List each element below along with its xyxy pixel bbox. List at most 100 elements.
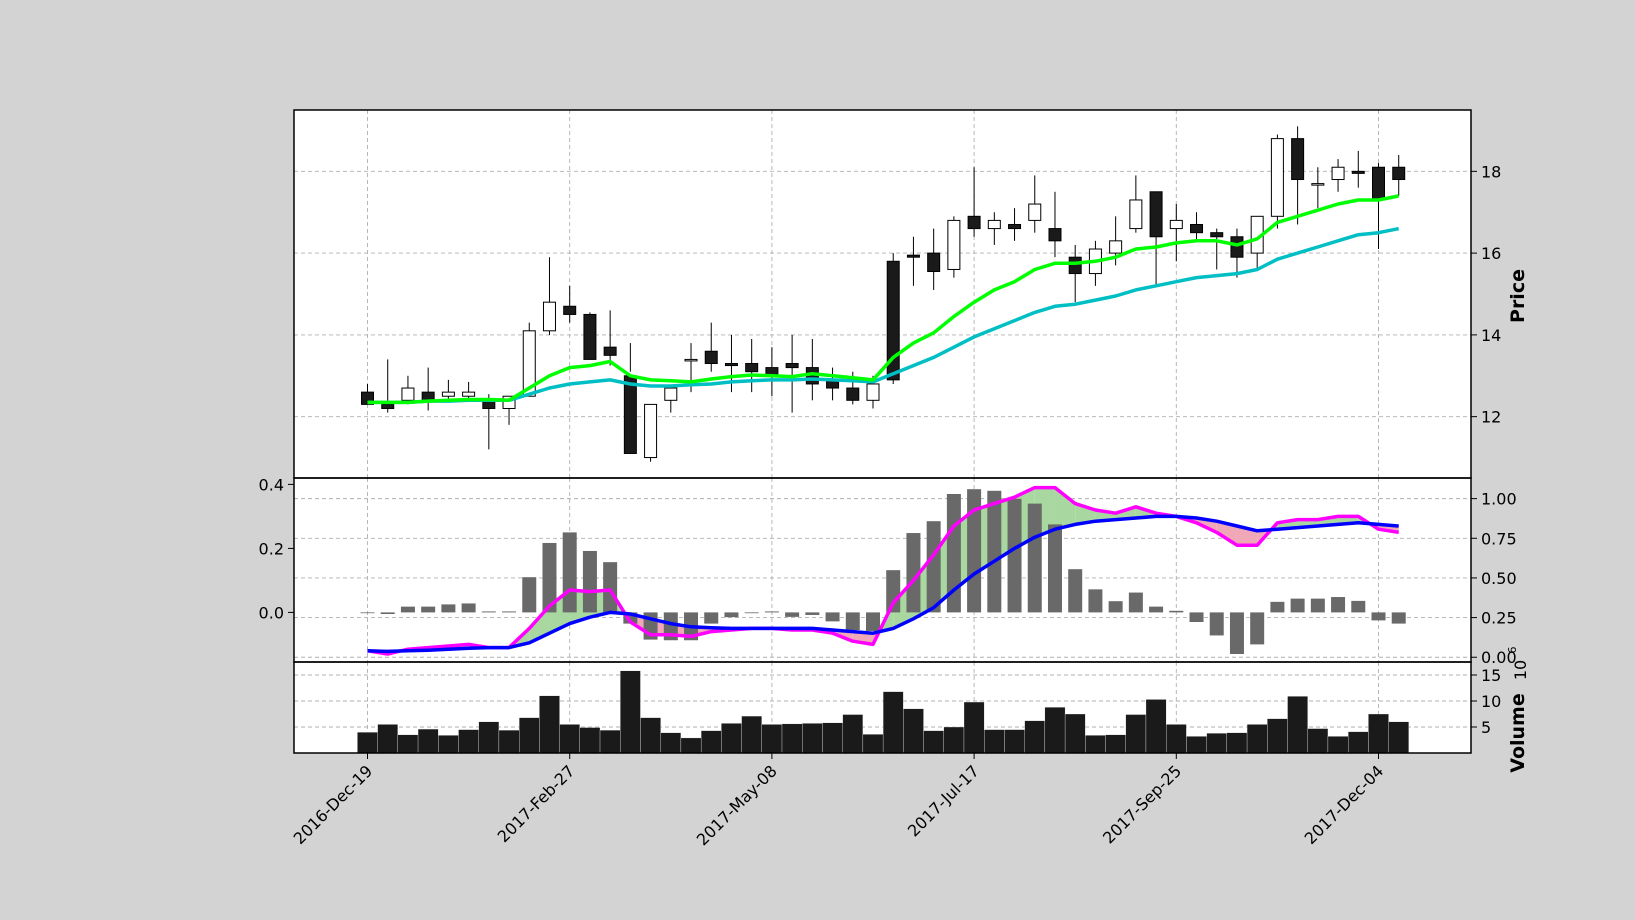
- histogram-bar: [906, 533, 921, 613]
- price-tick-label: 18: [1481, 162, 1501, 181]
- macd-line: [367, 485, 1399, 656]
- volume-bar: [700, 730, 722, 754]
- volume-bar: [377, 724, 398, 754]
- histogram-bar: [1027, 503, 1042, 613]
- histogram-bar: [1250, 612, 1265, 645]
- price-tick-label: 16: [1481, 244, 1501, 263]
- histogram-bar: [1209, 612, 1224, 636]
- volume-tick-label: 15: [1481, 666, 1501, 685]
- histogram-bar: [1351, 600, 1366, 613]
- volume-axis-label: Volume: [1507, 693, 1529, 772]
- volume-bar: [438, 735, 459, 754]
- volume-bar: [1024, 720, 1046, 754]
- candle-body: [583, 313, 597, 360]
- price-tick-label: 14: [1481, 326, 1501, 345]
- volume-bar: [1105, 734, 1126, 754]
- histogram-bar: [1189, 612, 1204, 622]
- histogram-bar: [1169, 610, 1184, 613]
- volume-bar: [357, 732, 378, 754]
- volume-bar: [1145, 699, 1167, 754]
- volume-bar: [984, 729, 1005, 754]
- candle-body: [664, 387, 678, 401]
- candle-body: [1169, 219, 1183, 230]
- candle-body: [927, 252, 941, 273]
- volume-bar: [1064, 713, 1086, 754]
- candle-body: [947, 219, 961, 270]
- candle-body: [462, 391, 476, 397]
- indicator-lines: [367, 194, 1400, 656]
- histogram-bar: [562, 532, 577, 613]
- macd-right-tick-label: 0.00: [1481, 648, 1517, 667]
- volume-bar: [1186, 736, 1207, 754]
- candle-body: [623, 375, 637, 454]
- price-axis-label: Price: [1507, 269, 1529, 323]
- histogram-bar: [987, 490, 1002, 613]
- macd-right-tick-label: 0.50: [1481, 569, 1517, 588]
- candle-body: [1230, 236, 1244, 258]
- histogram-bar: [1391, 612, 1406, 624]
- candle-body: [684, 358, 698, 362]
- volume-bar: [1307, 728, 1329, 754]
- candle-body: [644, 403, 658, 459]
- histogram-bar: [724, 612, 739, 618]
- volume-bar: [640, 717, 661, 754]
- candle-body: [724, 363, 738, 367]
- fast-moving-average-line: [367, 194, 1400, 405]
- volume-bar: [620, 670, 641, 754]
- candle-body: [1372, 166, 1385, 201]
- volume-bar: [1166, 724, 1187, 754]
- histogram-bar: [582, 550, 597, 613]
- volume-bar: [1004, 729, 1025, 754]
- candle-body: [785, 363, 799, 369]
- histogram-bar: [461, 603, 476, 613]
- histogram-bar: [1290, 598, 1305, 613]
- histogram-bar: [967, 489, 982, 613]
- price-tick-label: 12: [1481, 408, 1501, 427]
- volume-bar: [963, 701, 985, 754]
- candle-body: [846, 387, 860, 401]
- macd-histogram: [360, 489, 1406, 654]
- volume-bar: [417, 728, 439, 754]
- candle-body: [1190, 223, 1204, 234]
- macd-left-tick-label: 0.0: [259, 603, 284, 622]
- volume-bar: [882, 691, 904, 754]
- candle-body: [906, 254, 920, 258]
- candle-body: [1129, 199, 1143, 230]
- candle-body: [1149, 191, 1163, 238]
- histogram-bar: [805, 612, 820, 615]
- candle-body: [401, 387, 415, 401]
- candle-body: [886, 260, 900, 381]
- volume-tick-label: 5: [1481, 718, 1491, 737]
- histogram-bar: [502, 611, 517, 613]
- volume-bar: [1287, 696, 1308, 754]
- volume-bar: [923, 730, 944, 754]
- candle-body: [1068, 256, 1082, 275]
- candle-body: [381, 403, 395, 409]
- histogram-bar: [1108, 601, 1123, 613]
- candle-body: [1331, 166, 1345, 181]
- candle-body: [563, 305, 577, 315]
- signal-line: [367, 514, 1399, 654]
- volume-bar: [397, 734, 419, 754]
- histogram-bar: [1068, 569, 1083, 613]
- volume-bar: [680, 737, 702, 754]
- histogram-bar: [1007, 498, 1022, 613]
- volume-bar: [741, 715, 762, 754]
- volume-bar: [579, 727, 601, 754]
- histogram-bar: [603, 562, 618, 613]
- candle-body: [987, 219, 1001, 230]
- candle-body: [1109, 240, 1123, 254]
- histogram-bar: [380, 612, 395, 614]
- macd-right-tick-label: 0.25: [1481, 609, 1517, 628]
- candle-body: [1311, 183, 1325, 186]
- histogram-bar: [1128, 592, 1143, 613]
- candle-body: [1291, 138, 1305, 181]
- volume-bar: [1368, 713, 1389, 754]
- histogram-bar: [845, 612, 860, 630]
- candle-body: [522, 330, 536, 397]
- histogram-bar: [400, 606, 415, 613]
- candle-body: [421, 391, 435, 401]
- volume-bar: [498, 729, 520, 754]
- slow-moving-average-line: [367, 226, 1400, 405]
- candlesticks: [361, 126, 1406, 462]
